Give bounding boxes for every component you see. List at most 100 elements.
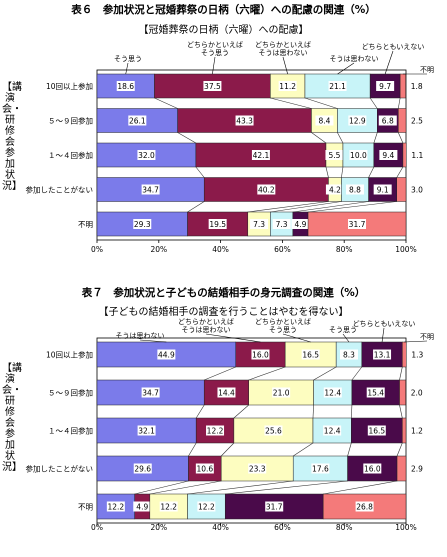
connector-line <box>270 97 312 109</box>
legend-pointer <box>384 50 394 75</box>
value-label: 1.8 <box>411 82 423 91</box>
value-label: 14.4 <box>218 389 235 398</box>
value-label-bg <box>248 463 267 474</box>
value-label-bg <box>379 150 398 160</box>
value-label-bg <box>367 425 386 436</box>
value-label-bg <box>197 501 216 512</box>
chart6-ylabel: 【講演会・研修会参加状況】 <box>2 82 22 192</box>
value-label: 12.2 <box>160 503 177 512</box>
value-label-bg <box>137 425 156 436</box>
value-label: 34.7 <box>142 186 159 195</box>
value-label-bg <box>325 184 344 195</box>
value-label-bg <box>137 150 156 160</box>
value-label-bg <box>363 463 382 474</box>
value-label: 26.8 <box>356 503 373 512</box>
value-label-bg <box>376 81 395 91</box>
connector-line <box>369 97 378 109</box>
value-label: 29.3 <box>134 220 151 229</box>
value-label: 19.5 <box>209 220 226 229</box>
connector-line <box>396 442 403 457</box>
value-label: 8.8 <box>349 186 361 195</box>
value-label: 21.1 <box>329 82 346 91</box>
value-label: 7.3 <box>276 220 288 229</box>
connector-line <box>233 404 249 419</box>
legend-label: どちらかといえば <box>255 317 311 326</box>
connector-line <box>304 97 338 109</box>
value-label: 4.9 <box>295 220 307 229</box>
value-label: 10.6 <box>196 465 213 474</box>
legend-pointer <box>139 339 167 343</box>
legend-label: どちらかといえば <box>255 40 311 49</box>
value-label: 32.1 <box>138 427 155 436</box>
value-label-bg <box>203 81 222 91</box>
value-label: 7.3 <box>253 220 265 229</box>
value-label: 25.6 <box>265 427 282 436</box>
value-label-bg <box>133 463 152 474</box>
value-label-bg <box>251 150 270 160</box>
chart7-subtitle: 【子どもの結婚相手の調査を行うことはやむを得ない】 <box>98 307 349 318</box>
connector-line <box>397 97 401 109</box>
connector-line <box>308 201 397 213</box>
bar-segment <box>402 417 407 444</box>
legend-pointer <box>205 333 261 343</box>
value-label-bg <box>206 425 225 436</box>
value-label: 12.2 <box>207 427 224 436</box>
bar-segment <box>396 455 407 482</box>
legend-label: そう思う <box>269 326 297 334</box>
category-label: １～４回参加 <box>48 150 93 160</box>
value-label-bg <box>408 425 426 436</box>
connector-line <box>398 132 404 144</box>
value-label: 8.3 <box>343 351 355 360</box>
legend-pointer <box>125 62 129 75</box>
value-label-bg <box>208 219 227 229</box>
value-label: 5.5 <box>328 151 340 160</box>
category-label: 10回以上参加 <box>46 350 93 360</box>
value-label-bg <box>250 219 269 229</box>
x-tick-label: 60% <box>274 245 291 254</box>
value-label-bg <box>366 387 385 398</box>
connector-line <box>323 480 398 495</box>
value-label: 44.9 <box>158 351 175 360</box>
legend-pointer <box>212 56 216 75</box>
connector-line <box>134 480 189 495</box>
value-label: 9.7 <box>379 82 391 91</box>
category-label: 10回以上参加 <box>46 81 93 91</box>
value-label-bg <box>315 115 334 126</box>
value-label: 1.2 <box>411 427 423 436</box>
value-label-bg <box>257 184 276 195</box>
connector-line <box>221 442 235 457</box>
value-label: 40.2 <box>258 186 275 195</box>
connector-line <box>351 404 353 419</box>
x-tick-label: 20% <box>150 523 167 532</box>
value-label: 32.0 <box>138 151 155 160</box>
connector-line <box>154 97 178 109</box>
value-label-bg <box>141 184 160 195</box>
value-label-bg <box>355 501 374 512</box>
value-label-bg <box>323 387 342 398</box>
value-label-bg <box>408 115 426 126</box>
value-label: 2.9 <box>411 465 423 474</box>
value-label: 31.7 <box>266 503 283 512</box>
value-label: 31.7 <box>349 220 366 229</box>
legend-pointer <box>282 56 288 75</box>
value-label: 1.3 <box>411 351 423 360</box>
value-label-bg <box>141 387 160 398</box>
category-label: ５～９回参加 <box>48 388 93 398</box>
x-tick-label: 80% <box>336 523 353 532</box>
value-label-bg <box>373 184 392 195</box>
connector-line <box>188 442 197 457</box>
connector-line <box>204 366 236 381</box>
legend-label: そうは思わない <box>259 49 308 57</box>
value-label: 18.6 <box>117 82 134 91</box>
value-label: 10.0 <box>350 151 367 160</box>
value-label-bg <box>407 81 426 91</box>
value-label-bg <box>159 501 178 512</box>
connector-line <box>177 132 197 144</box>
chart6-subtitle: 【冠婚葬祭の日柄（六曜）への配慮】 <box>138 25 309 36</box>
value-label: 12.2 <box>198 503 215 512</box>
connector-line <box>292 201 369 213</box>
value-label: 16.5 <box>302 351 319 360</box>
value-label: 4.2 <box>329 186 341 195</box>
value-label-bg <box>106 501 125 512</box>
connector-line <box>373 132 378 144</box>
